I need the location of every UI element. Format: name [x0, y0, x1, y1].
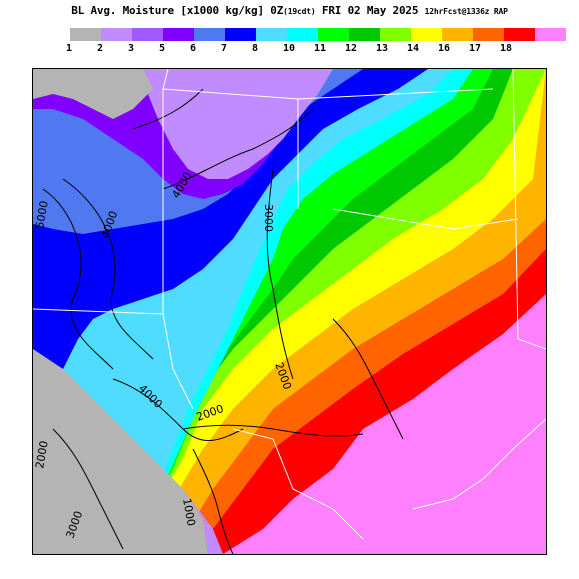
legend-tick: 13	[376, 43, 389, 54]
legend-tick: 1	[66, 43, 73, 54]
legend-tick: 6	[190, 43, 197, 54]
legend-swatch	[442, 28, 473, 41]
legend-tick: 2	[97, 43, 104, 54]
legend-tick: 18	[500, 43, 513, 54]
legend-swatch	[70, 28, 101, 41]
legend-swatch	[473, 28, 504, 41]
legend-swatch	[380, 28, 411, 41]
contour-label: 5000	[33, 200, 51, 230]
legend-swatch	[225, 28, 256, 41]
moisture-map: 5000 4000 4000 3000 2000 4000 2000 1000 …	[32, 68, 547, 555]
contour-label: 1000	[180, 497, 198, 527]
legend-swatch	[256, 28, 287, 41]
legend-tick: 5	[159, 43, 166, 54]
legend-swatch	[163, 28, 194, 41]
legend-swatch	[411, 28, 442, 41]
map-canvas: 5000 4000 4000 3000 2000 4000 2000 1000 …	[33, 69, 546, 554]
legend-tick: 17	[469, 43, 482, 54]
legend-tick: 11	[314, 43, 327, 54]
title-main: BL Avg. Moisture [x1000 kg/kg] 0Z	[71, 4, 284, 17]
map-title: BL Avg. Moisture [x1000 kg/kg] 0Z(19cdt)…	[0, 4, 579, 17]
title-date: FRI 02 May 2025	[315, 4, 425, 17]
legend-swatch	[318, 28, 349, 41]
map-fill-2	[143, 69, 333, 179]
color-legend: 1 2 3 5 6 7 8 10 11 12 13 14 16 17 18	[66, 28, 566, 72]
title-forecast: 12hrFcst@1336z RAP	[424, 7, 508, 16]
legend-swatch	[504, 28, 535, 41]
terrain-contours	[42, 88, 404, 554]
state-boundaries	[33, 69, 546, 540]
legend-tick: 8	[252, 43, 259, 54]
legend-swatch	[101, 28, 132, 41]
map-fill-1-north	[33, 69, 153, 119]
legend-tick: 10	[283, 43, 296, 54]
legend-tick: 16	[438, 43, 451, 54]
contour-label: 2000	[33, 440, 51, 470]
legend-swatch	[194, 28, 225, 41]
map-fill-2-coast	[183, 489, 223, 554]
legend-swatches	[70, 28, 566, 41]
title-local-time: (19cdt)	[283, 7, 316, 16]
map-fill-1-southwest	[33, 349, 208, 554]
legend-tick: 3	[128, 43, 135, 54]
legend-tick: 14	[407, 43, 420, 54]
legend-tick-labels: 1 2 3 5 6 7 8 10 11 12 13 14 16 17 18	[66, 43, 566, 54]
contour-label: 3000	[262, 204, 275, 232]
legend-swatch	[535, 28, 566, 41]
legend-tick: 7	[221, 43, 228, 54]
legend-swatch	[349, 28, 380, 41]
legend-swatch	[132, 28, 163, 41]
legend-tick: 12	[345, 43, 358, 54]
legend-swatch	[287, 28, 318, 41]
